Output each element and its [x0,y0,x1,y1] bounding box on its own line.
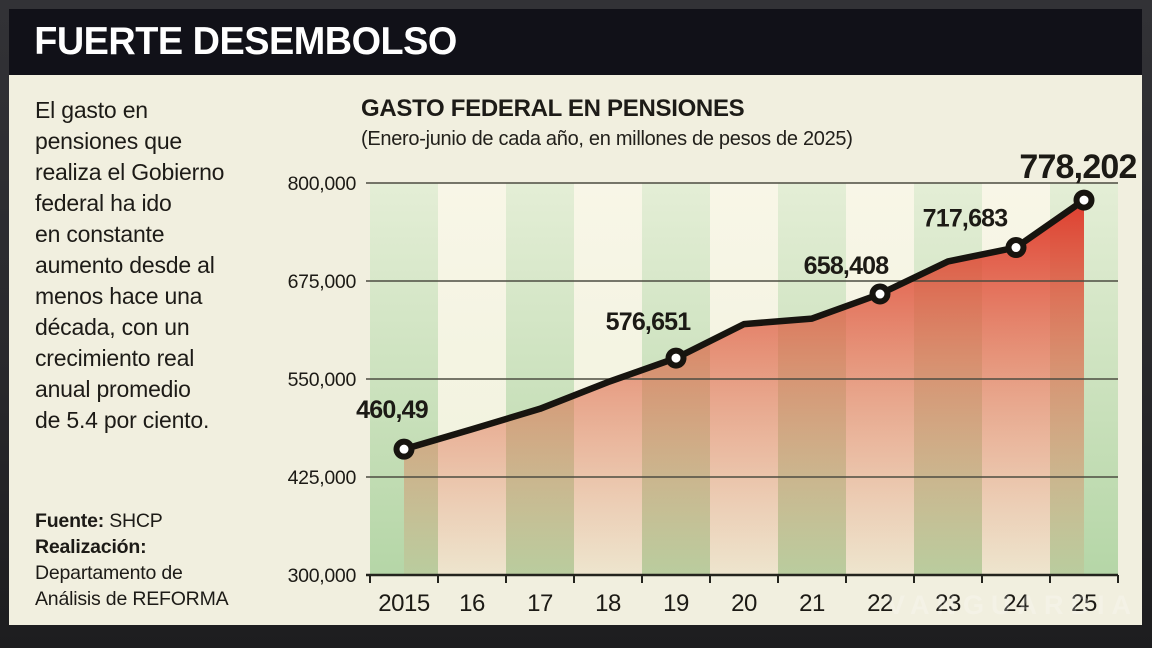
page-title: FUERTE DESEMBOLSO [34,20,457,63]
data-point-label-24: 717,683 [923,205,1008,233]
x-tick-label-25: 25 [1071,590,1097,617]
data-markers [393,189,1095,460]
x-tick-label-24: 24 [1003,590,1029,617]
x-axis-labels: 2015 16 17 18 19 20 21 22 23 24 25 [378,590,1097,617]
x-tick-label-23: 23 [935,590,961,617]
y-tick-label: 300,000 [288,565,357,587]
data-point-marker-24 [1005,237,1027,259]
data-point-marker-2015 [393,438,415,460]
data-point-label-25: 778,202 [1019,148,1136,186]
data-line [400,196,1088,453]
data-point-label-19: 576,651 [606,308,692,336]
x-tick-label-2015: 2015 [378,590,430,617]
gridlines [366,182,1118,478]
fuente-label: Fuente: [35,510,105,532]
realizacion-line2: Análisis de REFORMA [35,588,229,610]
y-tick-label: 800,000 [288,173,357,195]
data-labels: 460,49 576,651 658,408 717,683 778,202 [356,148,1137,424]
data-point-label-2015: 460,49 [356,396,428,424]
header-bar: FUERTE DESEMBOLSO [9,9,1142,75]
x-tick-label-21: 21 [799,590,825,617]
y-tick-label: 550,000 [288,369,357,391]
data-point-marker-25 [1073,189,1095,211]
data-point-label-22: 658,408 [804,252,890,280]
infographic-card: FUERTE DESEMBOLSO El gasto en pensiones … [9,9,1142,625]
x-tick-label-22: 22 [867,590,893,617]
realizacion-label: Realización: [35,536,147,558]
chart-title: GASTO FEDERAL EN PENSIONES [361,95,745,122]
data-point-marker-22 [869,283,891,305]
source-block: Fuente: SHCP Realización: Departamento d… [35,508,229,612]
x-tick-label-16: 16 [459,590,485,617]
watermark: VANGUARDIA [887,590,1138,620]
y-tick-label: 425,000 [288,467,357,489]
data-point-marker-19 [665,347,687,369]
chart-subtitle: (Enero-junio de cada año, en millones de… [361,128,853,150]
realizacion-line1: Departamento de [35,562,183,584]
area-fill [404,200,1084,575]
x-tick-label-20: 20 [731,590,757,617]
x-tick-label-18: 18 [595,590,621,617]
pension-chart: 800,000 675,000 550,000 425,000 300,000 2015 1… [288,148,1138,620]
fuente-value: SHCP [109,510,163,532]
x-tick-label-17: 17 [527,590,553,617]
y-axis-labels: 800,000 675,000 550,000 425,000 300,000 [288,173,357,587]
x-axis [366,573,1119,583]
intro-paragraph: El gasto en pensiones que realiza el Gob… [35,97,225,433]
x-tick-label-19: 19 [663,590,689,617]
y-tick-label: 675,000 [288,271,357,293]
source-line-fuente: Fuente: SHCP [35,508,228,534]
